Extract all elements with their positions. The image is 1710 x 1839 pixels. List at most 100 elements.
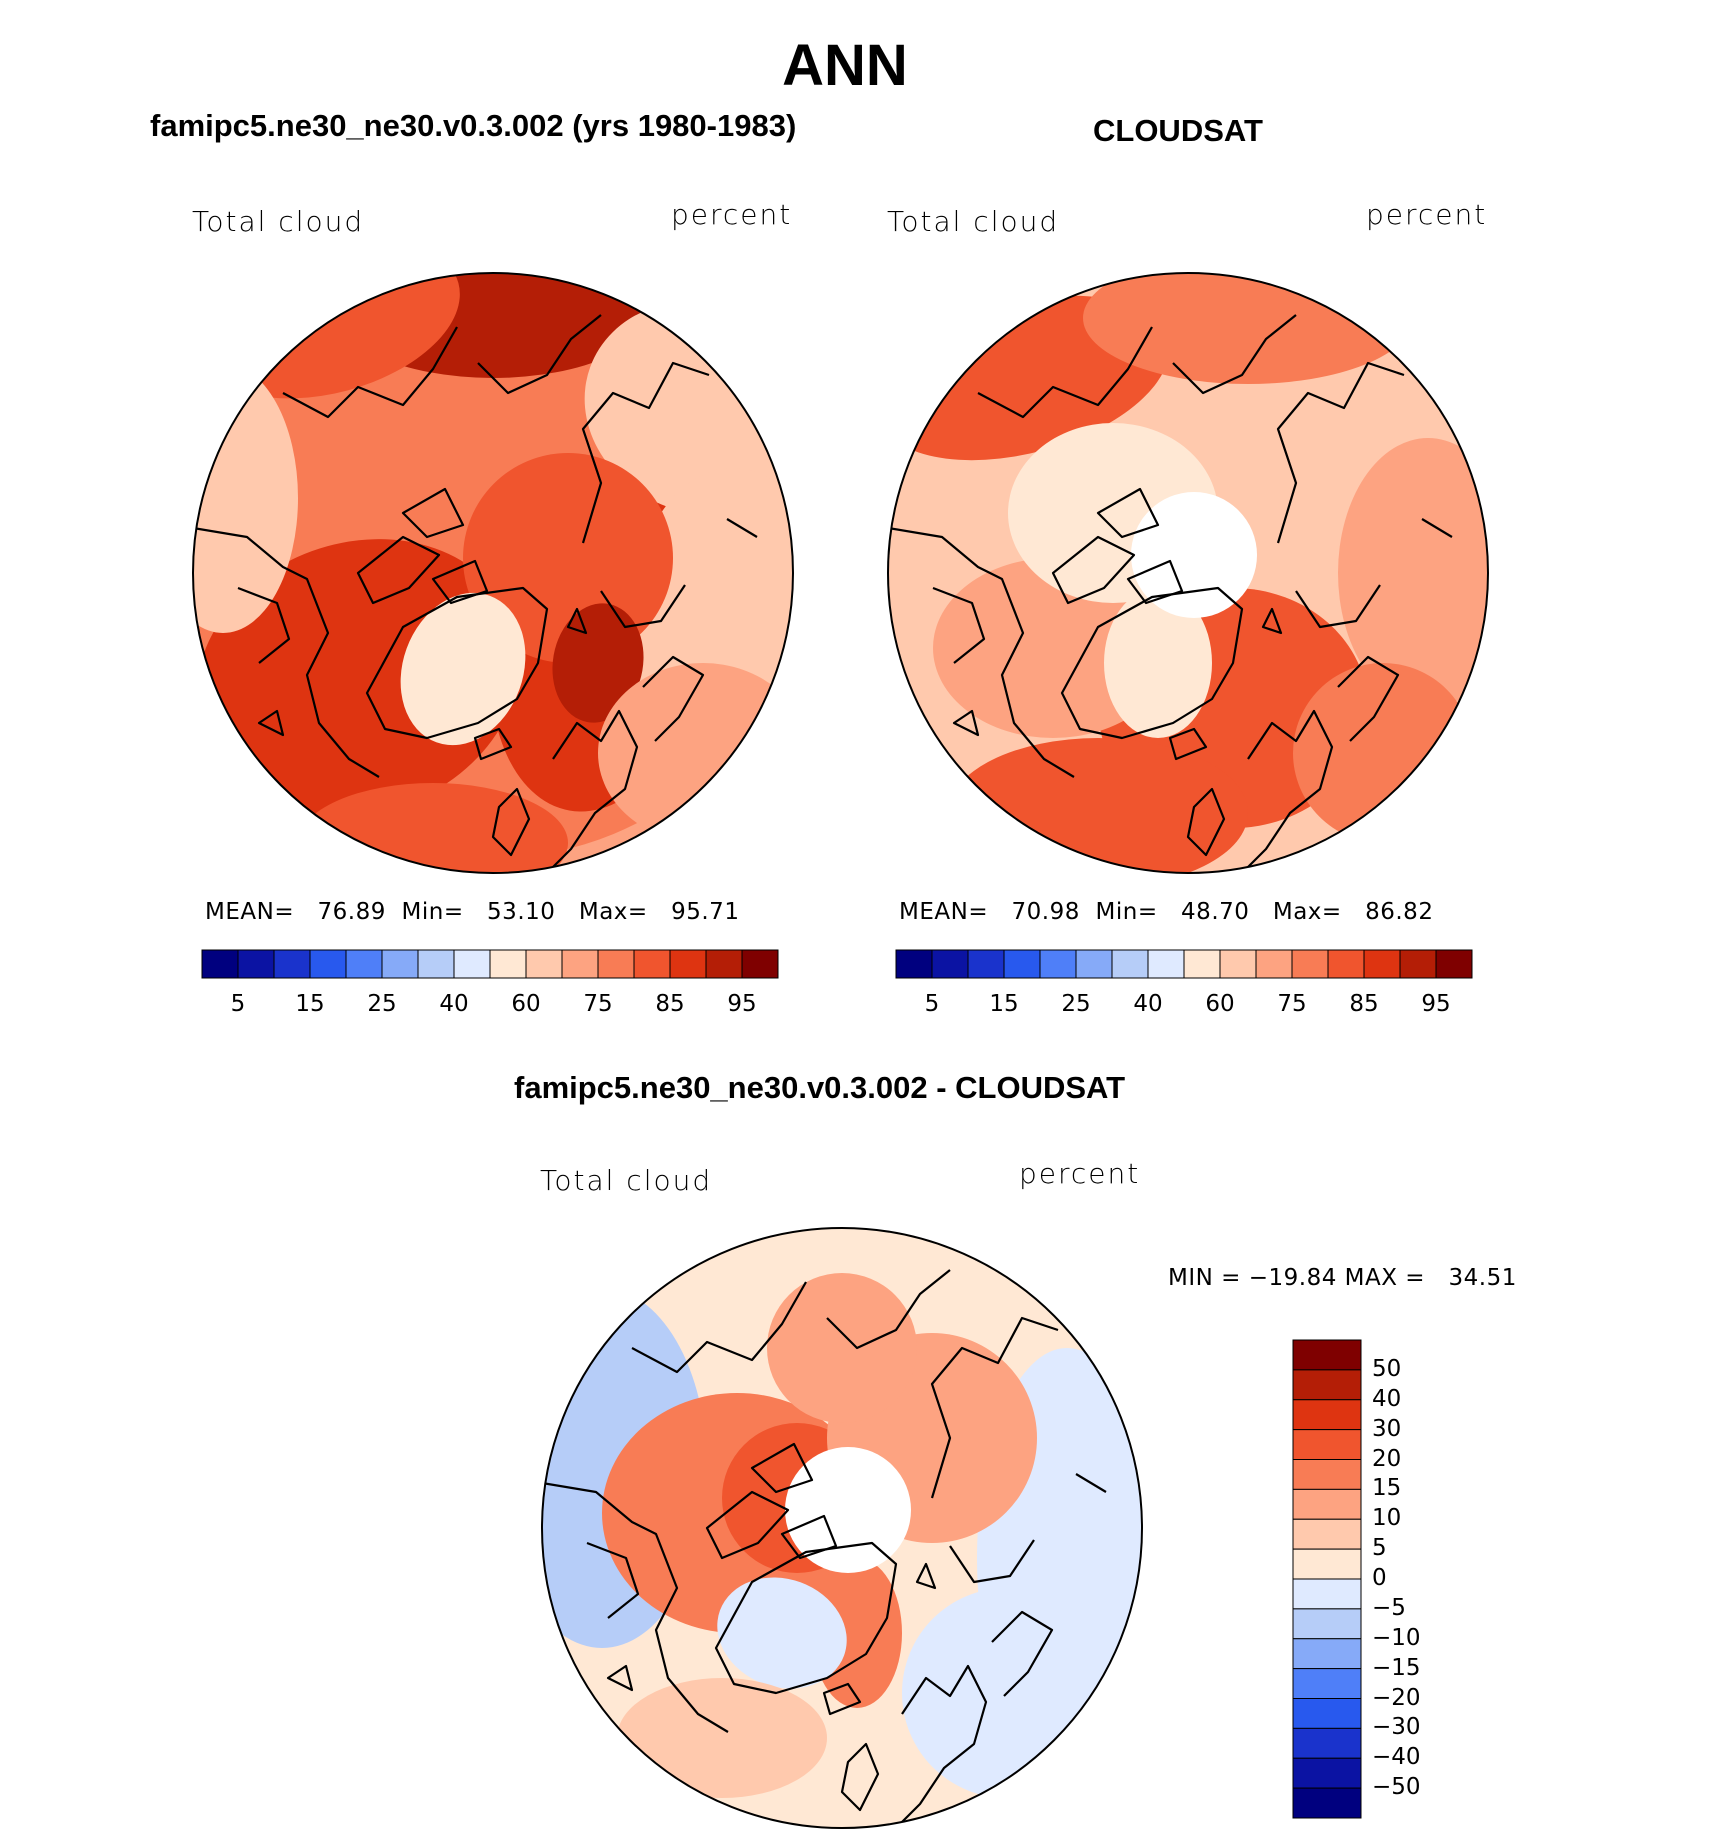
- coastline: [826, 1269, 951, 1350]
- colorbar-model-swatch: [561, 949, 599, 979]
- field-contour: [1293, 663, 1473, 843]
- colorbar-obs-swatch: [1399, 949, 1437, 979]
- colorbar-diff-tick-label: 10: [1372, 1505, 1402, 1532]
- coastline: [726, 518, 758, 538]
- colorbar-diff-swatch: [1292, 1399, 1362, 1431]
- colorbar-obs-swatch: [1003, 949, 1041, 979]
- colorbar-diff-tick-label: 20: [1372, 1445, 1402, 1472]
- mean-label: MEAN=: [205, 899, 295, 925]
- colorbar-model-swatch: [741, 949, 779, 979]
- colorbar-diff-swatch: [1292, 1548, 1362, 1580]
- coastline: [977, 326, 1153, 419]
- coastline: [1168, 727, 1208, 761]
- colorbar-model-swatch: [489, 949, 527, 979]
- field-contour: [400, 592, 526, 746]
- colorbar-model-tick-label: 25: [367, 991, 397, 1017]
- coastline: [642, 655, 705, 742]
- coastline: [566, 607, 588, 635]
- colorbar-model-swatch: [525, 949, 563, 979]
- colorbar-model-swatch: [309, 949, 347, 979]
- colorbar-model-swatch: [237, 949, 275, 979]
- panel-diff-variable-label: Total cloud: [540, 1164, 713, 1197]
- colorbar-diff-tick-label: 30: [1372, 1415, 1402, 1442]
- field-contour: [598, 663, 793, 843]
- coastline: [542, 1481, 729, 1733]
- colorbar-model-swatch: [201, 949, 239, 979]
- coastline: [930, 1316, 1059, 1499]
- colorbar-model-swatch: [633, 949, 671, 979]
- field-contour: [767, 1273, 917, 1423]
- field-contour: [717, 1577, 847, 1689]
- colorbar-diff-swatch: [1292, 1698, 1362, 1729]
- coastline: [991, 1610, 1054, 1697]
- colorbar-obs-swatch: [1147, 949, 1185, 979]
- coastline: [1276, 361, 1405, 544]
- coastline: [237, 586, 291, 664]
- map-obs: [887, 272, 1489, 874]
- colorbar-model-tick-label: 60: [511, 991, 541, 1017]
- field-contour: [1338, 438, 1488, 708]
- field-contour: [948, 738, 1248, 873]
- panel-model-stats: MEAN= 76.89 Min= 53.10 Max= 95.71: [205, 899, 739, 925]
- colorbar-model-tick-label: 15: [295, 991, 325, 1017]
- coastline: [631, 1281, 807, 1374]
- panel-obs-variable-label: Total cloud: [887, 205, 1060, 238]
- panel-obs-header: CLOUDSAT: [1093, 113, 1263, 148]
- colorbar-model: [201, 949, 779, 979]
- coastline: [1421, 518, 1453, 538]
- colorbar-obs-tick-label: 95: [1421, 991, 1451, 1017]
- coastline: [193, 526, 380, 778]
- coastline: [546, 709, 639, 873]
- min-label: Min=: [1095, 899, 1158, 925]
- colorbar-obs-tick-label: 40: [1133, 991, 1163, 1017]
- coastline: [477, 314, 602, 395]
- colorbar-obs-tick-label: 60: [1205, 991, 1235, 1017]
- colorbar-diff-swatch: [1292, 1578, 1362, 1610]
- colorbar-obs-swatch: [1219, 949, 1257, 979]
- min-value: 53.10: [487, 899, 556, 925]
- map-model: [192, 272, 794, 874]
- colorbar-diff-swatch: [1292, 1429, 1362, 1460]
- coastline: [282, 326, 458, 419]
- colorbar-diff-tick-label: −40: [1372, 1744, 1421, 1771]
- colorbar-diff-swatch: [1292, 1608, 1362, 1640]
- colorbar-obs-tick-label: 15: [989, 991, 1019, 1017]
- colorbar-diff: [1292, 1339, 1362, 1819]
- map-boundary: [887, 272, 1489, 874]
- coastline: [1261, 607, 1283, 635]
- panel-obs-units-label: percent: [1366, 198, 1488, 231]
- colorbar-model-swatch: [597, 949, 635, 979]
- coastline: [895, 1664, 988, 1828]
- colorbar-obs-swatch: [1363, 949, 1401, 979]
- colorbar-diff-swatch: [1292, 1459, 1362, 1490]
- mean-label: MEAN=: [899, 899, 989, 925]
- colorbar-diff-tick-label: 15: [1372, 1475, 1402, 1502]
- colorbar-diff-tick-label: −30: [1372, 1714, 1421, 1741]
- colorbar-diff-swatch: [1292, 1757, 1362, 1789]
- min-label: Min=: [401, 899, 464, 925]
- coastline: [1241, 709, 1334, 873]
- colorbar-obs-swatch: [1435, 949, 1473, 979]
- colorbar-diff-swatch: [1292, 1727, 1362, 1759]
- colorbar-model-swatch: [669, 949, 707, 979]
- coastline: [431, 559, 489, 605]
- panel-model-header: famipc5.ne30_ne30.v0.3.002 (yrs 1980-198…: [150, 108, 797, 143]
- colorbar-model-swatch: [381, 949, 419, 979]
- colorbar-obs-swatch: [1039, 949, 1077, 979]
- colorbar-obs-swatch: [1183, 949, 1221, 979]
- panel-diff-header: famipc5.ne30_ne30.v0.3.002 - CLOUDSAT: [514, 1070, 1126, 1105]
- coastline: [1295, 584, 1381, 629]
- colorbar-obs-swatch: [1255, 949, 1293, 979]
- coastline: [888, 526, 1075, 778]
- colorbar-model-swatch: [345, 949, 383, 979]
- mean-value: 76.89: [317, 899, 386, 925]
- polar-data-gap: [785, 1447, 911, 1573]
- colorbar-model-swatch: [417, 949, 455, 979]
- map-field: [193, 273, 793, 873]
- colorbar-model-tick-label: 75: [583, 991, 613, 1017]
- colorbar-obs-swatch: [1111, 949, 1149, 979]
- colorbar-diff-swatch: [1292, 1638, 1362, 1670]
- coastline: [1126, 559, 1184, 605]
- coastline: [1075, 1473, 1107, 1493]
- panel-obs-stats: MEAN= 70.98 Min= 48.70 Max= 86.82: [899, 899, 1433, 925]
